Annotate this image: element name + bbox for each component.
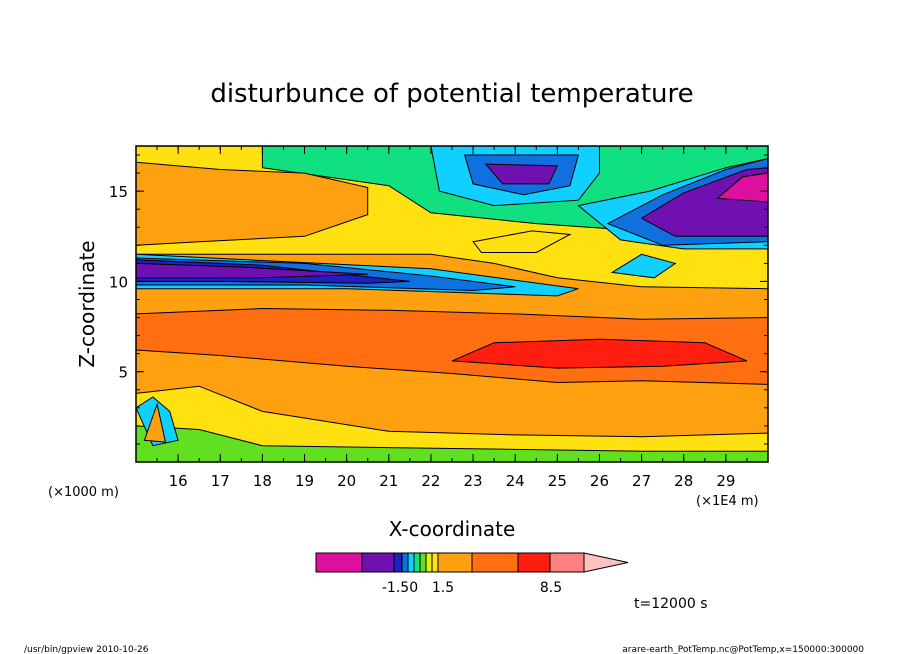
contour-region-1: [136, 385, 768, 454]
colorbar-segment: [437, 552, 473, 573]
contour-region-7: [136, 161, 369, 246]
contour-region-16: [610, 253, 677, 279]
y-tick-label: 5: [118, 364, 128, 382]
x-tick-label: 18: [253, 472, 272, 490]
y-axis: 5 10 15: [109, 154, 768, 445]
x-tick-label: 22: [421, 472, 440, 490]
colorbar-segment: [315, 552, 363, 573]
contour-fill-layer: [136, 146, 768, 462]
colorbar-segment: [361, 552, 395, 573]
colorbar-segment: [401, 552, 409, 573]
colorbar-tick-label: -1.50: [382, 580, 418, 596]
x-tick-label: 23: [464, 472, 483, 490]
x-tick-label: 24: [506, 472, 525, 490]
footer-right: arare-earth_PotTemp.nc@PotTemp,x=150000:…: [622, 645, 864, 654]
x-tick-label: 19: [295, 472, 314, 490]
colorbar: [315, 552, 629, 573]
contour-region-20: [136, 262, 368, 279]
x-tick-label: 17: [211, 472, 230, 490]
colorbar-segment: [471, 552, 519, 573]
colorbar-tick-label: 8.5: [540, 580, 562, 596]
x-unit-right: (×1E4 m): [696, 494, 759, 509]
x-axis: 16 17 18 19 20 21 22 23 24 25 26 27 28 29: [156, 146, 748, 490]
x-tick-label: 29: [716, 472, 735, 490]
x-tick-label: 26: [590, 472, 609, 490]
colorbar-tick-label: 1.5: [432, 580, 454, 596]
x-tick-label: 27: [632, 472, 651, 490]
x-tick-label: 20: [337, 472, 356, 490]
colorbar-tick-labels: -1.50 1.5 8.5: [382, 580, 562, 596]
y-axis-label: Z-coordinate: [75, 240, 99, 367]
x-tick-label: 21: [379, 472, 398, 490]
colorbar-segment: [419, 552, 427, 573]
colorbar-segment: [425, 552, 433, 573]
contour-region-4: [451, 338, 748, 369]
colorbar-segment: [407, 552, 415, 573]
colorbar-segment: [431, 552, 439, 573]
x-tick-label: 16: [169, 472, 188, 490]
colorbar-segment: [517, 552, 551, 573]
colorbar-segment: [393, 552, 403, 573]
contour-region-8: [472, 230, 572, 253]
colorbar-segment: [413, 552, 421, 573]
contour-region-11: [484, 163, 559, 185]
colorbar-segment: [549, 552, 585, 573]
x-axis-label: X-coordinate: [389, 517, 516, 541]
y-tick-label: 15: [109, 183, 128, 201]
chart-title: disturbunce of potential temperature: [210, 79, 693, 109]
x-tick-label: 25: [548, 472, 567, 490]
x-unit-left: (×1000 m): [48, 485, 119, 500]
footer-left: /usr/bin/gpview 2010-10-26: [24, 645, 149, 654]
contour-region-22: [143, 402, 167, 443]
y-tick-label: 10: [109, 273, 128, 291]
x-tick-label: 28: [674, 472, 693, 490]
contour-region-15: [716, 172, 768, 203]
colorbar-arrow: [583, 552, 629, 573]
time-label: t=12000 s: [634, 596, 708, 612]
